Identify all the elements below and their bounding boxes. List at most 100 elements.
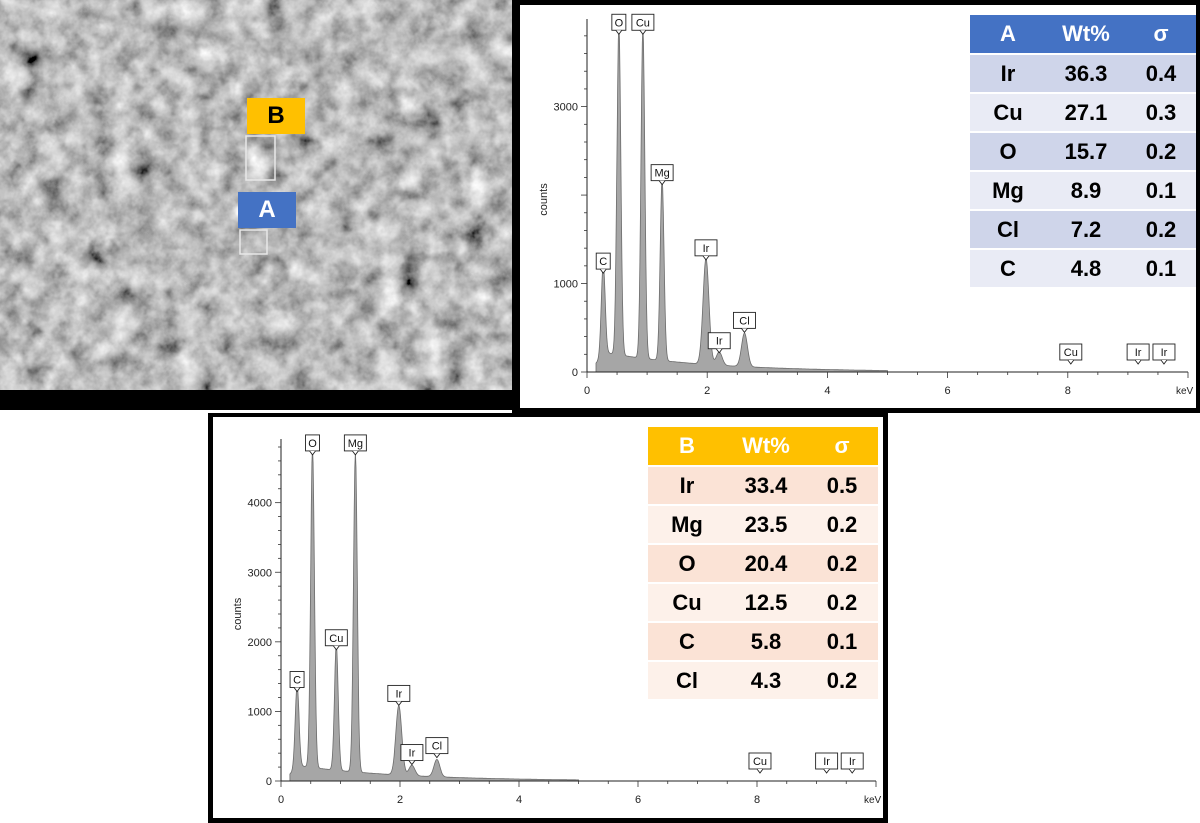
spectrum-a-series: [595, 26, 888, 373]
table-a-cell-element: C: [970, 250, 1046, 287]
table-b-row: Ir 33.4 0.5: [648, 467, 878, 504]
spectrum-b-panel: 0 2 4 6 8 keV 0 1000 2000 3000 4000 counts C O Cu Mg Ir I…: [213, 417, 883, 818]
peak-label-ir: Ir: [707, 332, 731, 354]
svg-text:Ir: Ir: [703, 243, 710, 255]
table-a-cell-element: Cl: [970, 211, 1046, 248]
table-a-row: C 4.8 0.1: [970, 250, 1196, 287]
peak-label-ir: Ir: [815, 752, 839, 774]
y-tick-label: 0: [572, 367, 578, 379]
peak-label-mg: Mg: [343, 434, 367, 456]
table-b-cell-sigma: 0.2: [806, 506, 878, 543]
x-tick-label: 6: [635, 794, 641, 806]
table-b-header-label: B: [648, 427, 726, 465]
table-a-cell-sigma: 0.4: [1126, 55, 1196, 92]
peak-label-ir: Ir: [1152, 343, 1176, 365]
peak-label-cl: Cl: [425, 737, 449, 759]
sem-micrograph: B A: [0, 0, 520, 410]
region-a-label: A: [238, 192, 296, 228]
table-a-cell-wt: 7.2: [1046, 211, 1126, 248]
x-tick-label: 4: [516, 794, 522, 806]
table-b-cell-element: Cl: [648, 662, 726, 699]
table-a-cell-element: O: [970, 133, 1046, 170]
table-a-row: Ir 36.3 0.4: [970, 55, 1196, 92]
x-tick-label: 2: [704, 385, 710, 397]
x-axis-label: keV: [1176, 386, 1194, 397]
region-a-box: [239, 229, 268, 255]
peak-label-ir: Ir: [1126, 343, 1150, 365]
svg-text:C: C: [293, 675, 301, 687]
peak-label-cu: Cu: [748, 752, 772, 774]
peak-label-cu: Cu: [1059, 343, 1083, 365]
svg-text:Cu: Cu: [329, 633, 343, 645]
svg-text:C: C: [599, 256, 607, 268]
peak-label-cu: Cu: [631, 13, 655, 36]
table-b-cell-sigma: 0.5: [806, 467, 878, 504]
table-b-cell-wt: 23.5: [726, 506, 806, 543]
x-tick-label: 8: [1065, 385, 1071, 397]
peak-label-ir: Ir: [400, 744, 424, 766]
table-a-cell-wt: 8.9: [1046, 172, 1126, 209]
table-a-cell-wt: 4.8: [1046, 250, 1126, 287]
svg-text:Cu: Cu: [1064, 347, 1078, 359]
table-a-header-sigma: σ: [1126, 15, 1196, 53]
table-b-header-sigma: σ: [806, 427, 878, 465]
spectrum-b-series: [289, 447, 579, 782]
peak-label-cu: Cu: [324, 629, 348, 651]
x-tick-label: 0: [278, 794, 284, 806]
y-tick-label: 1000: [554, 279, 578, 291]
peak-label-ir: Ir: [840, 752, 864, 774]
table-a-cell-sigma: 0.1: [1126, 172, 1196, 209]
peak-label-ir: Ir: [387, 684, 411, 707]
table-a-cell-element: Ir: [970, 55, 1046, 92]
table-b-cell-element: Ir: [648, 467, 726, 504]
table-a-cell-sigma: 0.1: [1126, 250, 1196, 287]
table-b-row: C 5.8 0.1: [648, 623, 878, 660]
table-b-header-row: B Wt% σ: [648, 427, 878, 465]
table-a-row: Cu 27.1 0.3: [970, 94, 1196, 131]
svg-text:O: O: [308, 438, 317, 450]
peak-label-mg: Mg: [650, 164, 674, 186]
spectrum-a-panel: 0 2 4 6 8 keV 0 1000 3000 counts C O Cu Mg Ir Ir Cl Cu Ir I…: [520, 5, 1196, 408]
svg-text:Ir: Ir: [1135, 347, 1142, 359]
table-a-cell-wt: 27.1: [1046, 94, 1126, 131]
region-b-box: [245, 135, 276, 181]
peak-label-cl: Cl: [733, 311, 756, 334]
x-tick-label: 8: [754, 794, 760, 806]
y-axis-label: counts: [538, 183, 550, 216]
svg-text:Cu: Cu: [753, 756, 767, 768]
svg-text:Mg: Mg: [654, 168, 669, 180]
table-a-row: O 15.7 0.2: [970, 133, 1196, 170]
table-b-cell-sigma: 0.2: [806, 584, 878, 621]
table-b-row: O 20.4 0.2: [648, 545, 878, 582]
svg-text:Cl: Cl: [739, 315, 749, 327]
table-b-cell-element: Mg: [648, 506, 726, 543]
x-tick-label: 2: [397, 794, 403, 806]
composition-table-a: A Wt% σ Ir 36.3 0.4 Cu 27.1 0.3 O 15.7 0.2 Mg 8.9 0…: [970, 13, 1196, 289]
y-tick-label: 0: [266, 776, 272, 788]
y-tick-label: 1000: [248, 706, 272, 718]
region-b-label: B: [247, 98, 305, 134]
peak-label-c: C: [289, 671, 305, 693]
spectrum-fill: [595, 26, 888, 373]
y-tick-label: 3000: [248, 567, 272, 579]
table-b-cell-sigma: 0.2: [806, 662, 878, 699]
y-axis-label: counts: [232, 597, 244, 630]
x-axis-label: keV: [864, 795, 882, 806]
svg-text:Cu: Cu: [636, 17, 650, 29]
table-b-cell-element: C: [648, 623, 726, 660]
table-b-cell-element: O: [648, 545, 726, 582]
table-a-cell-sigma: 0.2: [1126, 133, 1196, 170]
svg-text:Mg: Mg: [348, 438, 363, 450]
table-b-row: Cl 4.3 0.2: [648, 662, 878, 699]
y-tick-label: 4000: [248, 498, 272, 510]
table-b-row: Mg 23.5 0.2: [648, 506, 878, 543]
table-b-cell-wt: 12.5: [726, 584, 806, 621]
table-b-header-wt: Wt%: [726, 427, 806, 465]
x-tick-label: 0: [584, 385, 590, 397]
table-a-cell-wt: 36.3: [1046, 55, 1126, 92]
table-a-cell-wt: 15.7: [1046, 133, 1126, 170]
peak-label-o: O: [305, 434, 320, 456]
table-a-cell-sigma: 0.3: [1126, 94, 1196, 131]
table-a-header-wt: Wt%: [1046, 15, 1126, 53]
